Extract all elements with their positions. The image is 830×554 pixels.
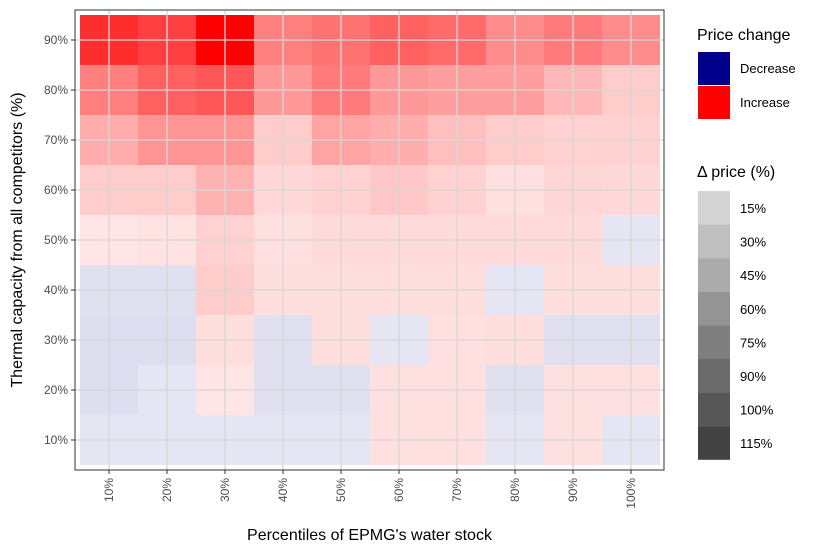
alpha-legend-key bbox=[698, 191, 730, 225]
x-tick-label: 30% bbox=[218, 478, 232, 502]
alpha-legend-label: 15% bbox=[740, 201, 766, 216]
y-tick-label: 60% bbox=[44, 183, 68, 197]
legend-label-decrease: Decrease bbox=[740, 61, 796, 76]
x-tick-label: 90% bbox=[566, 478, 580, 502]
alpha-legend-label: 90% bbox=[740, 369, 766, 384]
legend-key-increase bbox=[698, 86, 730, 119]
x-tick-label: 40% bbox=[276, 478, 290, 502]
alpha-legend-label: 45% bbox=[740, 268, 766, 283]
x-axis-ticks: 10% 20% 30% 40% 50% 60% 70% 80% 90% 100% bbox=[102, 470, 638, 509]
y-axis-ticks: 10% 20% 30% 40% 50% 60% 70% 80% 90% bbox=[44, 33, 75, 447]
x-tick-label: 70% bbox=[450, 478, 464, 502]
y-tick-label: 70% bbox=[44, 133, 68, 147]
x-axis-title: Percentiles of EPMG's water stock bbox=[247, 527, 493, 544]
y-axis-title: Thermal capacity from all competitors (%… bbox=[9, 92, 26, 387]
alpha-legend-key bbox=[698, 291, 730, 326]
alpha-legend-label: 100% bbox=[740, 403, 774, 418]
x-tick-label: 50% bbox=[334, 478, 348, 502]
alpha-legend-label: 60% bbox=[740, 302, 766, 317]
y-tick-label: 30% bbox=[44, 333, 68, 347]
alpha-legend-key bbox=[698, 359, 730, 393]
alpha-legend-key bbox=[698, 426, 730, 460]
y-tick-label: 40% bbox=[44, 283, 68, 297]
y-tick-label: 20% bbox=[44, 383, 68, 397]
x-tick-label: 100% bbox=[624, 478, 638, 509]
grid-lines bbox=[75, 10, 664, 470]
price-change-legend-title: Price change bbox=[697, 27, 790, 44]
y-tick-label: 90% bbox=[44, 33, 68, 47]
legend-label-increase: Increase bbox=[740, 95, 790, 110]
legend-key-decrease bbox=[698, 52, 730, 85]
x-tick-label: 20% bbox=[160, 478, 174, 502]
x-tick-label: 80% bbox=[508, 478, 522, 502]
price-change-legend: Price change Decrease Increase bbox=[697, 27, 796, 119]
y-tick-label: 80% bbox=[44, 83, 68, 97]
y-tick-label: 10% bbox=[44, 433, 68, 447]
delta-price-legend-title: Δ price (%) bbox=[697, 164, 775, 181]
alpha-legend-label: 75% bbox=[740, 335, 766, 350]
x-tick-label: 60% bbox=[392, 478, 406, 502]
y-tick-label: 50% bbox=[44, 233, 68, 247]
x-tick-label: 10% bbox=[102, 478, 116, 502]
alpha-legend-key bbox=[698, 258, 730, 292]
alpha-legend-key bbox=[698, 325, 730, 359]
alpha-legend-key bbox=[698, 392, 730, 427]
delta-price-legend: Δ price (%) 15% 30% 45% 60% 75% 90% 100% 115% bbox=[697, 164, 775, 460]
alpha-legend-key bbox=[698, 224, 730, 259]
alpha-legend-label: 30% bbox=[740, 235, 766, 250]
alpha-legend-label: 115% bbox=[740, 436, 773, 451]
